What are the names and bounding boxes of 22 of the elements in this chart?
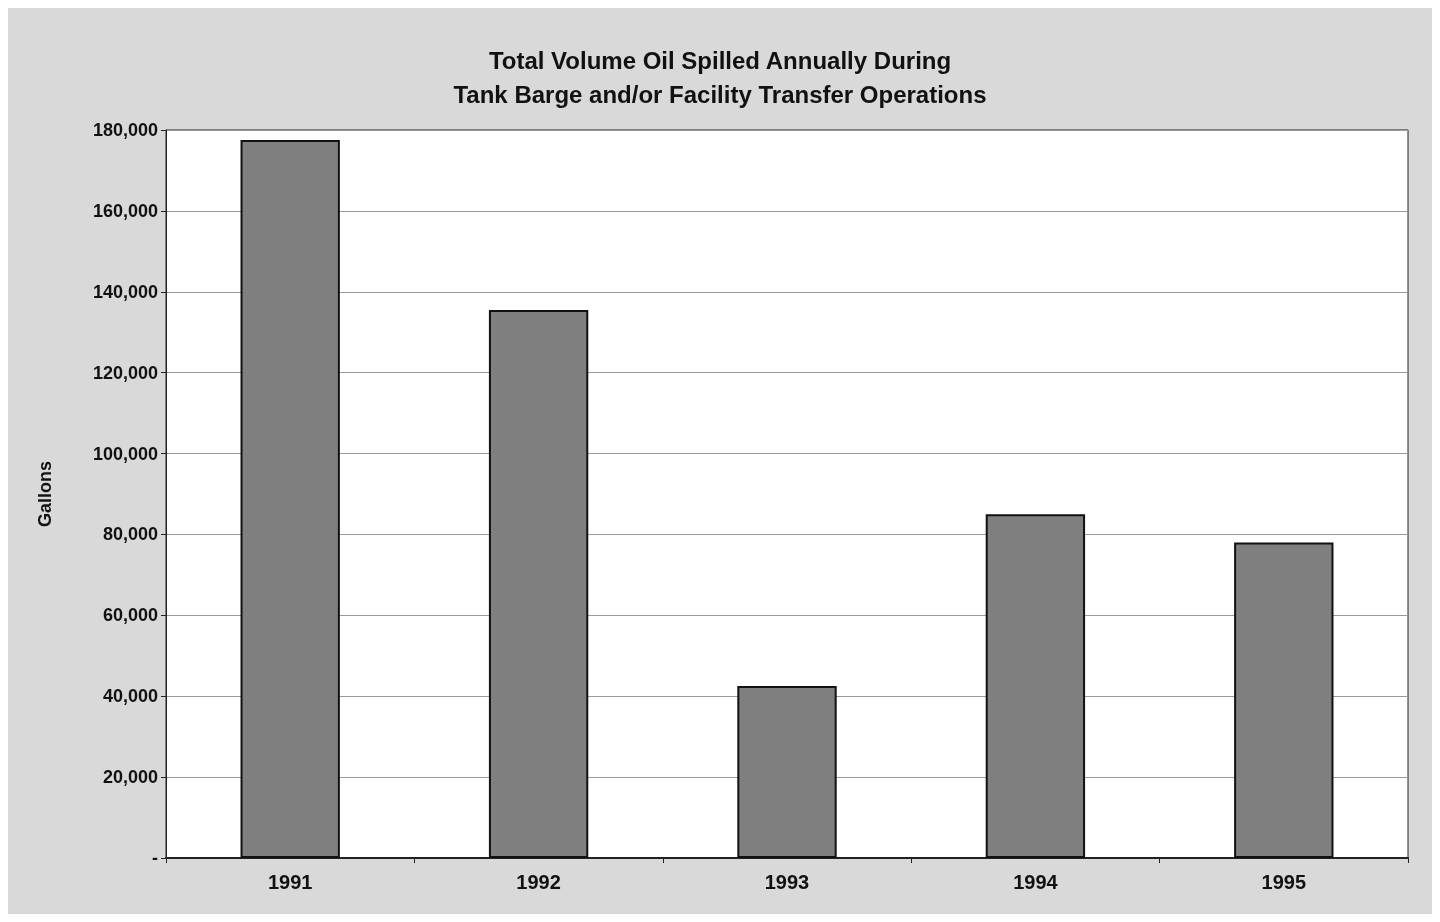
- y-tick-label: 20,000: [102, 767, 158, 788]
- x-tick-label: 1995: [1261, 871, 1307, 893]
- x-tick-label: 1991: [267, 871, 313, 893]
- bar: [1234, 542, 1334, 858]
- y-tick-label: 140,000: [92, 281, 158, 302]
- bar: [488, 309, 589, 858]
- y-tick-label: 80,000: [102, 524, 158, 545]
- y-tick-label: 120,000: [92, 362, 158, 383]
- y-tick-label: 40,000: [102, 686, 158, 707]
- y-axis-title: Gallons: [35, 460, 55, 528]
- x-tick-label: 1992: [516, 871, 561, 893]
- bar: [240, 140, 340, 858]
- y-tick-label: 180,000: [92, 120, 158, 140]
- y-tick-label: 160,000: [92, 200, 158, 221]
- y-tick-label: 100,000: [92, 443, 158, 464]
- chart-title: Total Volume Oil Spilled Annually During Tank Barge and/or Facility Transfer Operations: [453, 46, 987, 108]
- y-tick-label: -: [152, 848, 158, 868]
- bar: [985, 514, 1086, 858]
- x-tick-label: 1994: [1013, 871, 1059, 893]
- x-tick-label: 1993: [764, 871, 810, 893]
- y-tick-label: 60,000: [102, 605, 158, 626]
- bar: [737, 686, 837, 858]
